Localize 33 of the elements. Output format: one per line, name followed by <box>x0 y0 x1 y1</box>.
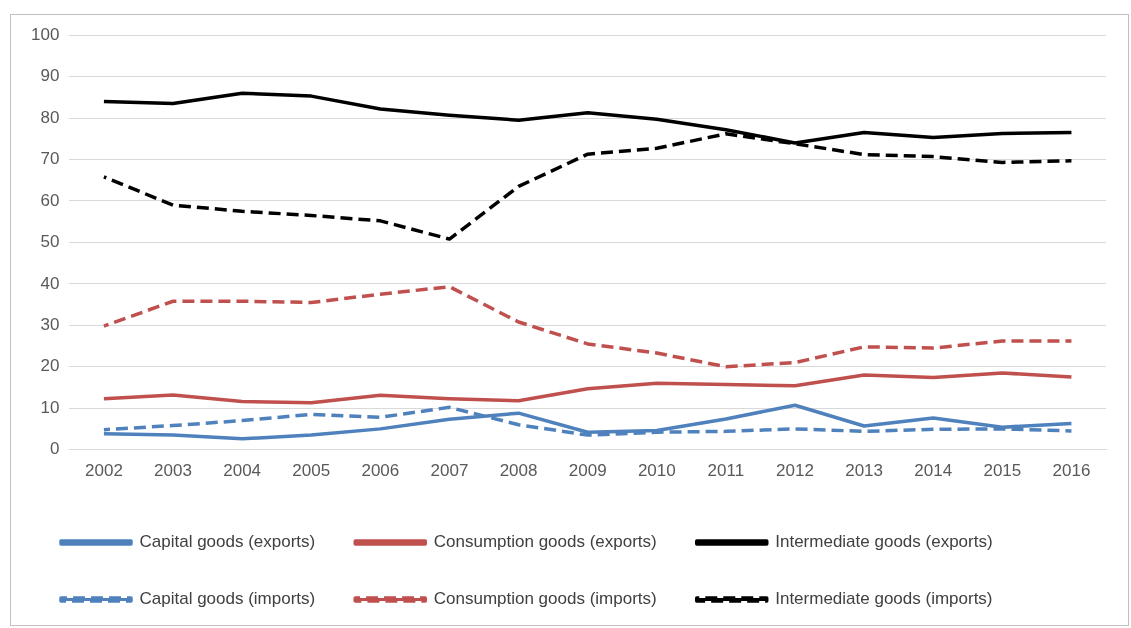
y-tick-label: 100 <box>30 24 60 44</box>
x-tick-label: 2009 <box>568 461 607 481</box>
legend-label: Capital goods (imports) <box>139 589 316 609</box>
legend-label: Intermediate goods (imports) <box>775 589 993 609</box>
y-tick-label: 20 <box>40 356 60 376</box>
legend-label: Consumption goods (imports) <box>433 589 657 609</box>
x-tick-label: 2005 <box>292 461 331 481</box>
x-tick-label: 2004 <box>223 461 262 481</box>
x-tick-label: 2016 <box>1052 461 1091 481</box>
legend-label: Consumption goods (exports) <box>433 532 657 552</box>
x-tick-label: 2010 <box>637 461 676 481</box>
x-tick-label: 2014 <box>914 461 953 481</box>
x-tick-label: 2011 <box>707 461 745 481</box>
y-tick-label: 50 <box>40 232 60 252</box>
y-tick-label: 30 <box>40 314 60 334</box>
x-tick-label: 2007 <box>430 461 469 481</box>
y-tick-label: 10 <box>40 397 60 417</box>
legend-label: Capital goods (exports) <box>139 532 316 552</box>
y-tick-label: 70 <box>40 149 60 169</box>
legend-label: Intermediate goods (exports) <box>775 532 993 552</box>
x-tick-label: 2015 <box>983 461 1022 481</box>
x-tick-label: 2012 <box>776 461 814 481</box>
x-tick-label: 2008 <box>499 461 538 481</box>
y-tick-label: 40 <box>40 273 60 293</box>
x-tick-label: 2002 <box>85 461 123 481</box>
line-series <box>102 284 1074 369</box>
x-tick-label: 2013 <box>845 461 884 481</box>
y-tick-label: 90 <box>40 66 60 86</box>
y-tick-label: 80 <box>40 107 60 127</box>
x-tick-label: 2006 <box>361 461 400 481</box>
y-tick-label: 0 <box>49 439 60 459</box>
y-tick-label: 60 <box>40 190 60 210</box>
x-tick-label: 2003 <box>154 461 192 481</box>
